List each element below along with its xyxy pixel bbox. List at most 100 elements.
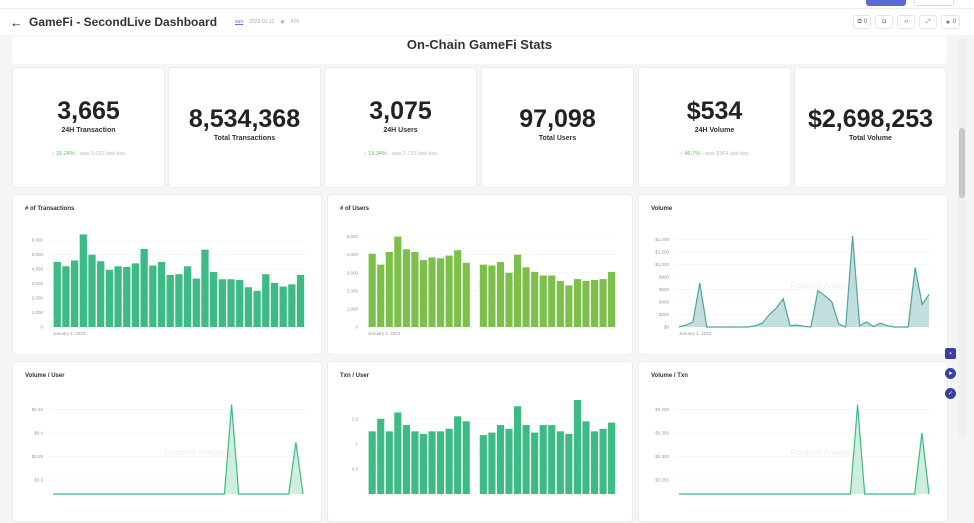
- y-tick-label: $1,200: [655, 249, 669, 254]
- bar: [608, 422, 616, 494]
- stat-change: ↑ 21.24% - was 3,023 last day: [51, 151, 126, 157]
- bar: [513, 254, 522, 327]
- chart-title: # of Users: [340, 206, 370, 212]
- chart-title: Volume: [651, 206, 673, 212]
- primary-top-button[interactable]: [866, 0, 906, 6]
- arrow-up-icon: ↑: [51, 151, 57, 157]
- bar: [166, 274, 174, 327]
- embed-button[interactable]: ‹›: [897, 15, 916, 29]
- view-count: 476: [290, 19, 300, 25]
- bar: [454, 250, 462, 327]
- dashboard-meta: sun 2023-01-11 ◉ 476: [235, 19, 299, 25]
- bar: [445, 255, 453, 327]
- star-button[interactable]: ★ 0: [941, 15, 960, 29]
- author-link[interactable]: sun: [235, 19, 244, 25]
- bar: [548, 425, 556, 494]
- bar: [488, 432, 496, 494]
- y-tick-label: $0: [664, 325, 670, 330]
- fullscreen-button[interactable]: ⤢: [919, 15, 938, 29]
- secondary-top-button[interactable]: [914, 0, 954, 6]
- bar: [599, 428, 607, 494]
- bar: [505, 428, 513, 494]
- bar: [210, 272, 218, 327]
- stat-label: 24H Transaction: [61, 127, 116, 134]
- bar: [522, 425, 530, 494]
- stat-card-24h-transaction: 3,665 24H Transaction ↑ 21.24% - was 3,0…: [12, 67, 165, 188]
- bar: [608, 271, 616, 327]
- bar: [368, 253, 376, 327]
- bar: [385, 431, 393, 494]
- scrollbar-track[interactable]: [958, 38, 966, 438]
- bar: [454, 416, 462, 494]
- arrow-up-icon: ↑: [363, 151, 369, 157]
- dashboard-body: On-Chain GameFi Stats 3,665 24H Transact…: [8, 36, 952, 522]
- bar: [573, 400, 581, 494]
- bar: [218, 279, 226, 327]
- watermark: Footprint Analytics: [790, 281, 855, 290]
- bar: [445, 428, 453, 494]
- bar: [539, 425, 547, 494]
- telegram-icon[interactable]: ➤: [945, 368, 956, 379]
- bar: [437, 431, 445, 494]
- bar: [411, 251, 419, 327]
- discord-icon[interactable]: ▪: [945, 348, 956, 359]
- bar: [227, 279, 235, 327]
- bar: [505, 272, 513, 327]
- bar: [411, 431, 419, 494]
- bar: [377, 418, 385, 494]
- y-tick-label: $0.250: [655, 477, 669, 482]
- y-tick-label: $0.350: [655, 430, 669, 435]
- bar: [573, 279, 581, 327]
- chart-volume-per-txn: $0.250 $0.300 $0.350 $0.400 Footprint Analyt…: [638, 361, 948, 522]
- bar: [556, 431, 564, 494]
- fullscreen-icon: ⤢: [925, 18, 931, 25]
- chart-volume: $0 $200 $400 $600 $800 $1,000 $1,200 $1,400 Janu…: [638, 194, 948, 355]
- y-tick-label: 5,000: [32, 252, 44, 257]
- stat-label: Total Volume: [849, 135, 892, 142]
- stat-value: $2,698,253: [807, 105, 934, 133]
- bar: [531, 271, 539, 327]
- y-tick-label: 6,000: [32, 238, 44, 243]
- stat-card-total-volume: $2,698,253 Total Volume: [794, 67, 947, 188]
- bar: [236, 280, 244, 327]
- bar: [192, 278, 200, 327]
- chart-transactions: 0 1,000 2,000 3,000 4,000 5,000 6,000 January 1…: [12, 194, 322, 355]
- fork-button[interactable]: ⧉ 0: [853, 15, 872, 29]
- area-fill: [679, 236, 929, 327]
- stat-card-total-transactions: 8,534,368 Total Transactions: [168, 67, 321, 188]
- y-tick-label: 1,000: [347, 306, 359, 311]
- bar: [496, 261, 505, 327]
- bar: [53, 261, 61, 327]
- bar: [488, 265, 496, 327]
- back-arrow-icon[interactable]: ←: [10, 14, 23, 30]
- bar: [394, 412, 402, 494]
- twitter-icon[interactable]: ✓: [945, 388, 956, 399]
- stat-value: 3,665: [57, 97, 120, 125]
- bar: [565, 285, 573, 327]
- scrollbar-thumb[interactable]: [959, 128, 965, 198]
- snapshot-button[interactable]: ◘: [875, 15, 894, 29]
- bar: [262, 274, 270, 327]
- bar: [131, 263, 140, 327]
- arrow-up-icon: ↑: [680, 151, 685, 157]
- star-icon: ★: [945, 19, 951, 26]
- bar: [288, 284, 296, 327]
- camera-icon: ◘: [882, 19, 887, 25]
- bar: [62, 266, 70, 327]
- stat-value: 3,075: [369, 97, 432, 125]
- bar: [70, 260, 79, 327]
- y-tick-label: 4,000: [32, 267, 44, 272]
- y-tick-label: $200: [659, 312, 670, 317]
- chart-title: Volume / User: [25, 373, 65, 379]
- chart-volume-per-user: $0.3 $0.35 $0.4 $0.45 Footprint Analytics Vol…: [12, 361, 322, 522]
- stat-value: $534: [686, 97, 743, 125]
- bar: [79, 234, 87, 327]
- toolbar: ⧉ 0 ◘ ‹› ⤢ ★ 0: [853, 15, 960, 29]
- y-tick-label: 2,000: [347, 288, 359, 293]
- bar: [201, 249, 209, 327]
- y-tick-label: 3,000: [347, 270, 359, 275]
- chart-title: # of Transactions: [25, 206, 75, 212]
- series-line: [678, 236, 930, 328]
- y-tick-label: $600: [659, 287, 670, 292]
- y-tick-label: $0.400: [655, 407, 669, 412]
